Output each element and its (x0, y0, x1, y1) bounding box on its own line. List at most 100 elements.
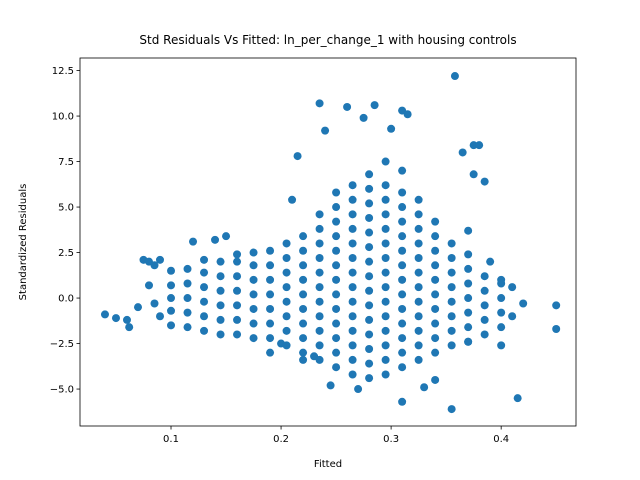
axes-frame (79, 57, 577, 427)
point (398, 166, 407, 175)
point (447, 239, 456, 248)
point (189, 237, 198, 246)
point (381, 355, 390, 364)
point (381, 283, 390, 292)
point (480, 177, 489, 186)
point (343, 102, 352, 111)
point (365, 199, 374, 208)
point (332, 203, 341, 212)
point (381, 341, 390, 350)
point (122, 315, 131, 324)
point (398, 275, 407, 284)
point (464, 250, 473, 259)
point (315, 254, 324, 263)
point (249, 319, 258, 328)
point (222, 232, 231, 241)
point (150, 261, 159, 270)
point (414, 341, 423, 350)
point (464, 279, 473, 288)
point (233, 301, 242, 310)
point (381, 254, 390, 263)
x-tick-label: 0.1 (163, 434, 179, 445)
point (447, 312, 456, 321)
point (183, 264, 192, 273)
point (365, 315, 374, 324)
x-axis-label: Fitted (314, 459, 342, 470)
point (420, 383, 429, 392)
x-tick-label: 0.2 (273, 434, 289, 445)
point (447, 268, 456, 277)
y-tick-label: −2.5 (50, 339, 74, 350)
point (365, 170, 374, 179)
point (150, 299, 159, 308)
point (332, 334, 341, 343)
point (497, 341, 506, 350)
point (431, 319, 440, 328)
point (282, 341, 291, 350)
point (519, 299, 528, 308)
point (233, 286, 242, 295)
point (315, 355, 324, 364)
point (497, 279, 506, 288)
point (348, 312, 357, 321)
y-tick-label: 5.0 (58, 203, 74, 214)
point (266, 319, 275, 328)
point (414, 355, 423, 364)
point (266, 334, 275, 343)
point (365, 184, 374, 193)
point (381, 326, 390, 335)
point (348, 355, 357, 364)
point (398, 348, 407, 357)
point (480, 286, 489, 295)
point (216, 272, 225, 281)
point (431, 246, 440, 255)
point (348, 297, 357, 306)
point (398, 319, 407, 328)
x-tick-label: 0.3 (383, 434, 399, 445)
point (183, 294, 192, 303)
point (464, 294, 473, 303)
point (249, 248, 258, 257)
point (332, 217, 341, 226)
point (414, 297, 423, 306)
point (497, 323, 506, 332)
point (381, 312, 390, 321)
point (216, 286, 225, 295)
point (513, 394, 522, 403)
point (403, 110, 412, 119)
point (315, 312, 324, 321)
point (216, 330, 225, 339)
point (414, 254, 423, 263)
point (447, 326, 456, 335)
point (398, 397, 407, 406)
point (167, 294, 176, 303)
point (365, 374, 374, 383)
point (315, 239, 324, 248)
point (431, 261, 440, 270)
point (183, 279, 192, 288)
point (200, 283, 209, 292)
point (431, 290, 440, 299)
point (332, 275, 341, 284)
point (414, 283, 423, 292)
point (365, 228, 374, 237)
point (398, 246, 407, 255)
point (414, 268, 423, 277)
chart-title: Std Residuals Vs Fitted: ln_per_change_1… (139, 33, 516, 47)
point (299, 275, 308, 284)
point (332, 261, 341, 270)
point (414, 195, 423, 204)
point (299, 334, 308, 343)
point (552, 301, 561, 310)
point (381, 297, 390, 306)
point (486, 257, 495, 266)
point (111, 314, 120, 323)
point (266, 290, 275, 299)
y-tick-label: 0.0 (58, 294, 74, 305)
point (299, 290, 308, 299)
point (475, 141, 484, 150)
point (431, 217, 440, 226)
point (381, 370, 390, 379)
point (480, 315, 489, 324)
